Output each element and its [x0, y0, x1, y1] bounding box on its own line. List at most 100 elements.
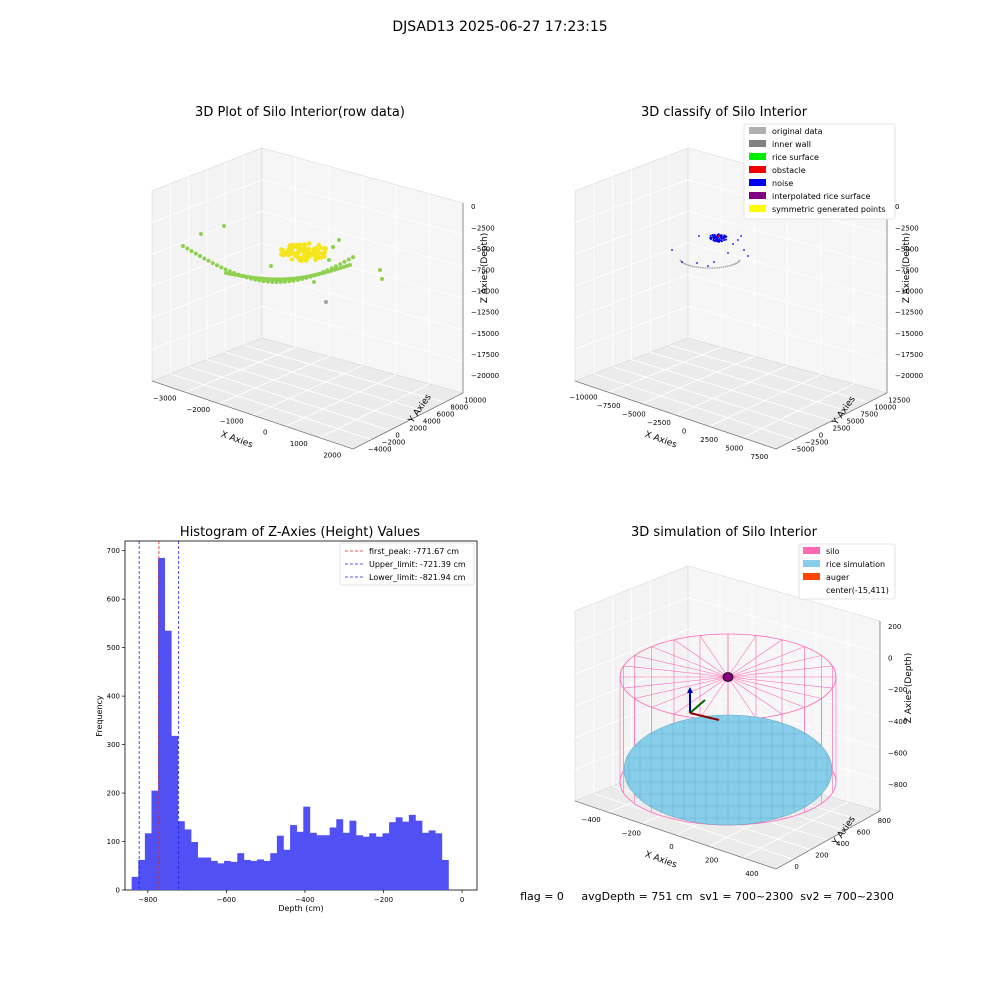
point — [181, 244, 185, 248]
legend-swatch — [803, 573, 820, 580]
point — [717, 234, 721, 238]
point — [335, 266, 340, 271]
z-tick-label: −10000 — [895, 288, 923, 296]
y-tick-label: 10000 — [874, 404, 896, 412]
point — [725, 238, 727, 241]
point — [317, 272, 321, 277]
silo-spoke — [727, 665, 833, 678]
point — [269, 264, 273, 268]
histogram-bar — [316, 835, 324, 890]
histogram-bar — [329, 827, 337, 890]
histogram-bar — [395, 817, 403, 890]
point — [193, 251, 198, 256]
histogram-bar — [323, 835, 330, 890]
z-tick-label: −15000 — [895, 330, 923, 338]
y-tick-label: −5000 — [791, 446, 815, 454]
point — [304, 274, 309, 279]
point — [315, 251, 320, 257]
point — [270, 277, 275, 282]
x-tick-label: 200 — [705, 857, 718, 865]
point — [332, 267, 337, 272]
y-tick-label: −2000 — [382, 439, 406, 447]
point — [219, 265, 224, 270]
y-axis-line — [352, 392, 464, 450]
legend-label: center(-15,411) — [826, 586, 889, 595]
histogram-bar — [243, 859, 251, 890]
point — [699, 266, 702, 269]
point — [337, 238, 341, 242]
point — [702, 266, 704, 269]
histogram-bar — [237, 853, 245, 890]
histogram-bar — [422, 832, 429, 890]
figure-suptitle: DJSAD13 2025-06-27 17:23:15 — [392, 19, 607, 35]
z-tick-label: −20000 — [895, 372, 923, 380]
point — [695, 266, 698, 268]
arrow-head — [687, 687, 693, 693]
x-tick-label: −2000 — [186, 406, 210, 414]
silo-spoke — [727, 676, 757, 719]
histogram-bar — [131, 876, 139, 890]
x-axis-line — [574, 380, 777, 450]
point — [716, 266, 718, 269]
z-tick-label: 0 — [895, 203, 899, 211]
histogram-bar — [283, 849, 291, 890]
y-tick-label: 12500 — [888, 397, 910, 405]
z-axis-label: Z Axies (Depth) — [904, 653, 914, 724]
point — [715, 240, 718, 243]
y-tick-label: 400 — [836, 840, 849, 848]
y-tick-label: 800 — [878, 817, 891, 825]
point — [342, 259, 347, 264]
point — [189, 249, 194, 254]
point — [301, 242, 306, 247]
x-direction-arrow — [689, 712, 720, 721]
point — [718, 238, 721, 241]
silo-spoke — [727, 676, 833, 689]
histogram-bar — [428, 830, 436, 890]
histogram-bar — [224, 860, 231, 890]
y-tick-label: 600 — [107, 596, 120, 604]
z-tick-label: −800 — [888, 781, 907, 789]
point — [713, 261, 715, 263]
point — [318, 245, 323, 251]
point — [295, 276, 300, 281]
x-tick-label: 0 — [460, 896, 464, 904]
point — [681, 261, 683, 263]
point — [297, 242, 303, 248]
z-axis-label: Z Axies (Depth) — [902, 233, 912, 304]
point — [737, 239, 739, 241]
silo-spoke — [727, 676, 805, 708]
x-tick-label: −400 — [581, 816, 600, 824]
point — [300, 255, 305, 260]
histogram-bar — [257, 859, 264, 890]
histogram-bar — [263, 860, 271, 890]
histogram-bar — [158, 557, 165, 890]
legend-swatch — [749, 192, 766, 199]
point — [727, 252, 729, 254]
silo-spoke — [651, 646, 729, 678]
point — [740, 235, 742, 237]
z-tick-label: 200 — [888, 623, 901, 631]
histogram-bar — [191, 842, 198, 890]
point — [712, 235, 715, 237]
histogram-bar — [197, 857, 205, 890]
point — [215, 263, 219, 268]
histogram-bar — [151, 790, 159, 890]
bars — [131, 557, 449, 890]
point — [323, 270, 328, 275]
x-tick-label: −200 — [622, 829, 641, 837]
y-tick-label: −2500 — [805, 439, 829, 447]
axes-3d-box — [151, 147, 464, 450]
point — [679, 259, 682, 262]
silo-spoke — [727, 676, 783, 715]
z-tick-label: −15000 — [471, 330, 499, 338]
legend-swatch — [803, 560, 820, 567]
point — [307, 251, 312, 256]
y-tick-label: 0 — [395, 432, 399, 440]
point — [691, 265, 694, 268]
histogram-bar — [230, 861, 238, 890]
histogram-bar — [309, 832, 317, 890]
point — [711, 267, 714, 269]
point — [301, 275, 306, 280]
point — [281, 249, 287, 255]
point — [718, 266, 721, 269]
